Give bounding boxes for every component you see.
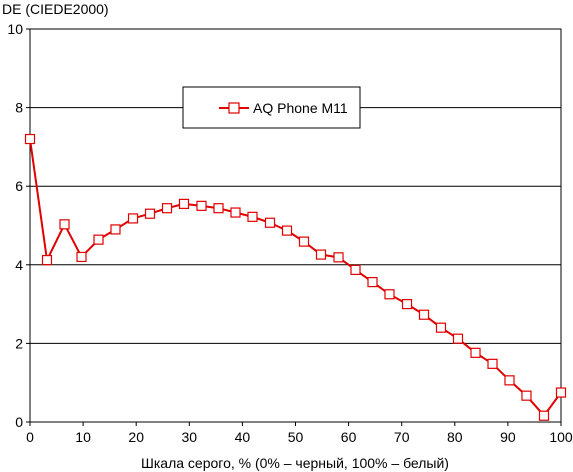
data-point <box>350 264 361 276</box>
data-point <box>161 203 173 214</box>
data-point <box>487 358 498 369</box>
data-point <box>418 309 430 320</box>
x-tick-label: 20 <box>128 429 144 445</box>
x-tick-label: 70 <box>394 429 410 445</box>
data-point <box>401 299 413 310</box>
data-point <box>298 236 310 247</box>
y-tick-label: 10 <box>7 21 23 37</box>
data-point <box>452 333 464 344</box>
data-point <box>59 219 70 230</box>
data-point <box>213 203 224 214</box>
data-point <box>315 249 327 260</box>
data-point <box>178 198 190 209</box>
legend-series-label: AQ Phone M11 <box>253 100 348 116</box>
x-tick-label: 40 <box>235 429 251 445</box>
data-point <box>247 211 258 222</box>
series-layer <box>24 133 567 421</box>
x-tick-label: 80 <box>447 429 463 445</box>
data-point <box>504 375 515 386</box>
data-point <box>538 410 550 421</box>
y-axis-ticks: 0 2 4 6 8 10 <box>7 21 30 430</box>
data-point <box>41 254 53 266</box>
data-point <box>24 133 36 145</box>
x-tick-label: 100 <box>549 429 573 445</box>
data-point <box>93 234 104 245</box>
x-tick-label: 60 <box>341 429 357 445</box>
y-tick-label: 0 <box>15 414 23 430</box>
x-tick-label: 50 <box>288 429 304 445</box>
x-tick-label: 90 <box>500 429 516 445</box>
data-point <box>470 347 481 358</box>
data-point <box>384 289 395 300</box>
x-tick-label: 10 <box>75 429 91 445</box>
x-tick-label: 0 <box>26 429 34 445</box>
data-point <box>367 276 378 288</box>
y-axis-title: DE (CIEDE2000) <box>2 1 109 17</box>
data-point <box>333 252 344 263</box>
y-tick-label: 8 <box>15 100 23 116</box>
x-tick-label: 30 <box>182 429 198 445</box>
data-point <box>230 207 241 218</box>
data-point <box>127 213 139 224</box>
legend-series-marker <box>228 102 240 114</box>
data-point <box>521 390 532 401</box>
legend: AQ Phone M11 <box>182 86 361 129</box>
x-axis-title: Шкала серого, % (0% – черный, 100% – бел… <box>141 455 449 471</box>
data-point <box>196 200 207 211</box>
data-point <box>110 224 121 235</box>
legend-box <box>182 86 361 129</box>
y-tick-label: 4 <box>15 257 23 273</box>
x-axis-ticks: 0 10 20 30 40 50 60 70 80 90 100 <box>26 422 573 445</box>
y-tick-label: 6 <box>15 178 23 194</box>
data-point <box>281 225 293 236</box>
data-point <box>264 217 276 228</box>
data-point <box>76 251 87 263</box>
data-point <box>555 387 567 398</box>
y-tick-label: 2 <box>15 335 23 351</box>
data-point <box>144 208 156 219</box>
data-point <box>435 322 447 333</box>
